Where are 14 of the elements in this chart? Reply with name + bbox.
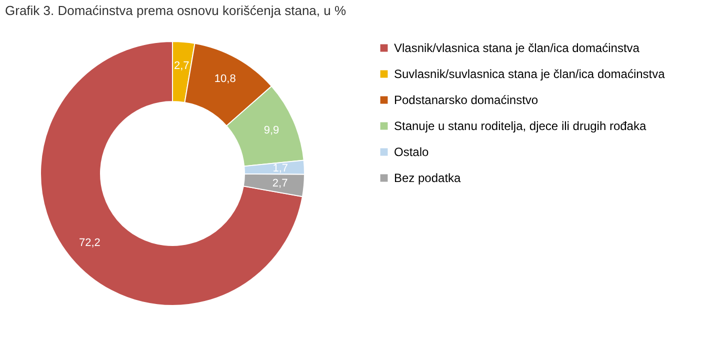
data-label: 2,7 bbox=[174, 60, 190, 72]
donut-slice bbox=[40, 41, 303, 306]
legend-label: Podstanarsko domaćinstvo bbox=[394, 93, 538, 107]
legend-label: Suvlasnik/suvlasnica stana je član/ica domaćinstva bbox=[394, 67, 666, 81]
legend-label: Vlasnik/vlasnica stana je član/ica domaćinstva bbox=[394, 41, 640, 55]
data-label: 10,8 bbox=[214, 73, 236, 86]
chart-title: Grafik 3. Domaćinstva prema osnovu korišćenja stana, u % bbox=[5, 3, 346, 18]
legend-label: Ostalo bbox=[394, 145, 430, 159]
data-label: 72,2 bbox=[79, 236, 100, 249]
data-label: 9,9 bbox=[264, 124, 280, 136]
legend-label: Stanuje u stanu roditelja, djece ili drugih rođaka bbox=[394, 119, 646, 133]
data-label: 1,7 bbox=[272, 162, 288, 174]
data-label: 2,7 bbox=[272, 177, 288, 190]
legend-label: Bez podatka bbox=[394, 171, 462, 185]
